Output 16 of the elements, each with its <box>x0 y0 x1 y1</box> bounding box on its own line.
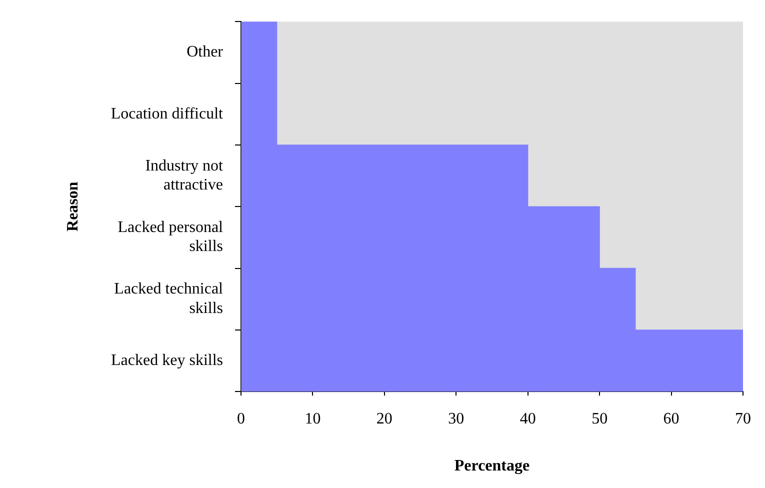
x-tick-label: 70 <box>735 410 751 428</box>
x-tick-label: 60 <box>663 410 680 428</box>
y-tick-label: Industry not attractive <box>145 157 224 194</box>
x-tick-label: 0 <box>237 410 245 428</box>
x-tick-label: 40 <box>520 410 536 428</box>
y-tick-label: Lacked technical skills <box>114 280 224 317</box>
y-tick-label: Lacked personal skills <box>118 219 224 256</box>
x-tick-label: 10 <box>304 410 321 428</box>
y-tick-label: Location difficult <box>110 105 224 122</box>
y-tick-label: Lacked key skills <box>111 352 223 369</box>
x-tick-label: 30 <box>448 410 464 428</box>
x-tick-label: 50 <box>592 410 608 428</box>
y-tick-label: Other <box>186 44 224 61</box>
x-tick-label: 20 <box>376 410 392 428</box>
y-axis-title: Reason <box>64 182 82 232</box>
x-axis-title: Percentage <box>454 458 530 475</box>
